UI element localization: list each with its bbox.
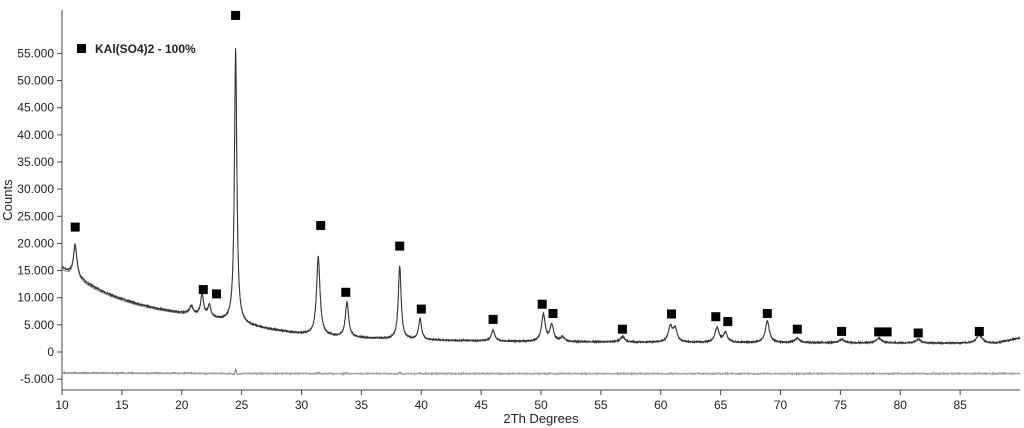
y-tick-label: 20.000: [17, 236, 54, 250]
x-tick-label: 85: [953, 398, 967, 412]
y-tick-label: 50.000: [17, 74, 54, 88]
x-tick-label: 70: [774, 398, 788, 412]
x-tick-label: 50: [534, 398, 548, 412]
y-tick-label: 35.000: [17, 155, 54, 169]
x-tick-label: 80: [894, 398, 908, 412]
x-tick-label: 20: [175, 398, 189, 412]
x-tick-label: 10: [55, 398, 69, 412]
x-ticks: 10 15 20 25 30 35 40 45 50 55 60 65 70 75 80 85: [55, 390, 967, 412]
reference-peak-marker: [913, 328, 923, 338]
x-tick-label: 55: [594, 398, 608, 412]
reference-peak-marker: [416, 304, 426, 314]
y-tick-label: 45.000: [17, 101, 54, 115]
reference-peak-markers: [70, 10, 984, 338]
x-tick-label: 25: [235, 398, 249, 412]
reference-peak-marker: [723, 317, 733, 327]
y-ticks: -5.000 0 5.000 10.000 15.000 20.000 25.000 30.0…: [17, 46, 62, 386]
y-tick-label: 55.000: [17, 46, 54, 60]
reference-peak-marker: [762, 309, 772, 318]
y-tick-label: 15.000: [17, 264, 54, 278]
reference-peak-marker: [341, 287, 351, 297]
reference-peak-marker: [874, 327, 884, 337]
y-axis-title: Counts: [0, 179, 15, 221]
x-tick-label: 60: [654, 398, 668, 412]
reference-peak-marker: [212, 289, 221, 299]
y-tick-label: 10.000: [17, 291, 54, 305]
y-tick-label: -5.000: [20, 372, 54, 386]
reference-peak-marker: [711, 312, 721, 322]
reference-peak-marker: [70, 222, 80, 232]
x-tick-label: 30: [295, 398, 309, 412]
y-tick-label: 40.000: [17, 128, 54, 142]
reference-peak-marker: [488, 314, 498, 324]
legend-label: KAl(SO4)2 - 100%: [95, 42, 196, 56]
reference-peak-marker: [837, 326, 847, 336]
reference-peak-marker: [537, 299, 547, 309]
reference-peak-marker: [882, 327, 892, 337]
reference-peak-marker: [231, 10, 241, 20]
observed-pattern-line: [61, 48, 1021, 346]
reference-peak-marker: [617, 324, 627, 334]
x-tick-label: 45: [474, 398, 488, 412]
x-axis-title: 2Th Degrees: [503, 411, 579, 426]
y-tick-label: 5.000: [24, 318, 54, 332]
y-tick-label: 30.000: [17, 182, 54, 196]
reference-peak-marker: [316, 221, 326, 230]
reference-peak-marker: [792, 324, 802, 334]
x-tick-label: 15: [115, 398, 129, 412]
reference-peak-marker: [198, 285, 208, 295]
reference-peak-marker: [974, 326, 984, 336]
legend: KAl(SO4)2 - 100%: [77, 42, 196, 56]
x-tick-label: 65: [714, 398, 728, 412]
x-tick-label: 35: [355, 398, 369, 412]
y-tick-label: 25.000: [17, 209, 54, 223]
reference-peak-marker: [667, 309, 676, 319]
x-tick-label: 75: [834, 398, 848, 412]
legend-marker: [77, 44, 86, 53]
x-tick-label: 40: [415, 398, 429, 412]
reference-peak-marker: [548, 309, 558, 318]
reference-peak-marker: [395, 241, 405, 251]
y-tick-label: 0: [47, 345, 54, 359]
